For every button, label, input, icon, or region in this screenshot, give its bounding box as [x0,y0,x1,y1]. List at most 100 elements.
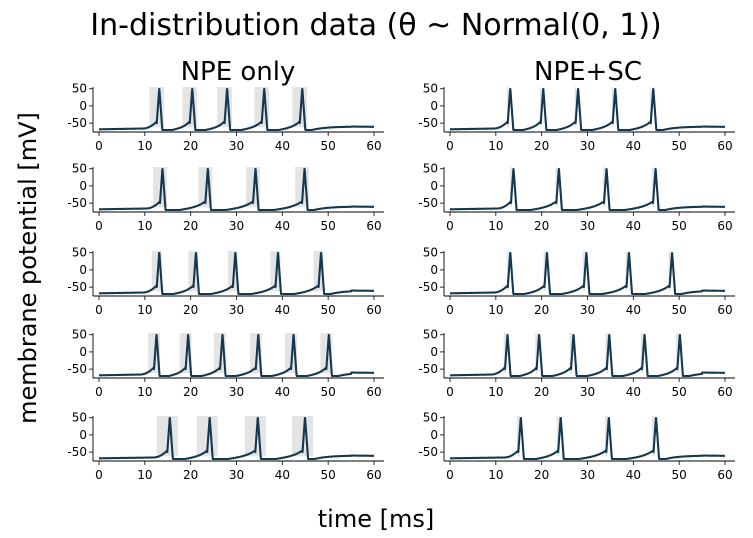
uncertainty-band [652,167,654,208]
uncertainty-band [539,87,542,128]
x-tick-label: 30 [580,385,595,399]
subplot: 50 0 -50 0 10 20 30 40 50 60 [67,328,384,399]
membrane-trace [449,334,726,378]
x-tick-label: 20 [183,139,198,153]
y-tick-label: 50 [72,246,87,260]
uncertainty-band [503,333,507,374]
x-tick-label: 30 [580,468,595,482]
uncertainty-band [625,251,628,292]
x-tick-label: 50 [321,219,336,233]
y-axis-label: membrane potential [mV] [14,112,42,424]
x-tick-label: 50 [672,303,687,317]
y-tick-label: 50 [72,328,87,342]
membrane-trace [449,252,726,296]
uncertainty-band [249,333,262,374]
x-tick-label: 30 [580,139,595,153]
y-tick-label: -50 [67,196,87,210]
y-tick-label: -50 [418,445,438,459]
uncertainty-band [569,333,573,374]
column-title-npe-sc: NPE+SC [534,57,642,87]
membrane-trace [449,88,726,132]
y-tick-label: 0 [430,345,438,359]
uncertainty-band [611,87,614,128]
uncertainty-band [649,87,652,128]
x-tick-label: 0 [95,385,103,399]
x-tick-label: 50 [321,139,336,153]
x-tick-label: 40 [626,468,641,482]
x-tick-label: 50 [672,385,687,399]
x-tick-label: 60 [366,468,381,482]
x-tick-label: 30 [229,303,244,317]
x-tick-label: 30 [580,303,595,317]
x-tick-label: 0 [446,139,454,153]
figure-title: In-distribution data (θ ~ Normal(0, 1)) [90,8,661,43]
uncertainty-band [179,333,192,374]
uncertainty-band [574,87,577,128]
x-tick-label: 40 [275,219,290,233]
x-tick-label: 60 [717,385,732,399]
x-tick-label: 60 [366,385,381,399]
x-tick-label: 40 [275,303,290,317]
x-tick-label: 50 [672,468,687,482]
x-tick-label: 40 [626,303,641,317]
subplot: 50 0 -50 0 10 20 30 40 50 60 [67,246,384,317]
uncertainty-band [603,167,605,208]
uncertainty-band [556,416,560,457]
subplot: 50 0 -50 0 10 20 30 40 50 60 [67,82,384,153]
x-tick-label: 0 [446,468,454,482]
uncertainty-band [320,333,333,374]
membrane-trace [98,168,375,212]
uncertainty-band [270,251,281,292]
x-tick-label: 60 [717,303,732,317]
y-tick-label: 50 [423,328,438,342]
x-tick-label: 50 [672,139,687,153]
x-tick-label: 20 [534,468,549,482]
x-tick-label: 40 [275,468,290,482]
subplot: 50 0 -50 0 10 20 30 40 50 60 [418,328,735,399]
y-tick-label: 50 [423,162,438,176]
uncertainty-band [543,251,546,292]
x-tick-label: 20 [534,139,549,153]
y-tick-label: 0 [430,99,438,113]
y-tick-label: -50 [418,196,438,210]
membrane-trace [98,334,375,378]
membrane-trace [98,417,375,461]
uncertainty-band [148,333,160,374]
x-tick-label: 10 [488,468,503,482]
y-tick-label: 50 [72,411,87,425]
x-tick-label: 50 [672,219,687,233]
y-tick-label: -50 [67,362,87,376]
x-tick-label: 20 [534,303,549,317]
y-tick-label: -50 [67,116,87,130]
x-tick-label: 10 [488,219,503,233]
uncertainty-band [582,251,585,292]
panel-grid: 50 0 -50 0 10 20 30 40 50 60 50 0 -50 0 10 20 30 40 50 60 50… [67,82,735,482]
y-tick-label: -50 [67,280,87,294]
x-tick-label: 0 [95,139,103,153]
x-tick-label: 40 [275,385,290,399]
y-tick-label: -50 [418,362,438,376]
membrane-trace [449,417,726,461]
y-tick-label: -50 [67,445,87,459]
y-tick-label: 50 [423,246,438,260]
y-tick-label: 0 [79,263,87,277]
x-tick-label: 10 [488,303,503,317]
x-tick-label: 40 [626,385,641,399]
x-tick-label: 0 [446,303,454,317]
membrane-trace [98,88,375,132]
subplot: 50 0 -50 0 10 20 30 40 50 60 [67,411,384,482]
x-tick-label: 60 [366,219,381,233]
x-tick-label: 30 [229,139,244,153]
x-tick-label: 60 [717,468,732,482]
y-tick-label: 0 [79,179,87,193]
subplot: 50 0 -50 0 10 20 30 40 50 60 [67,162,384,233]
uncertainty-band [668,251,671,292]
y-tick-label: 0 [430,263,438,277]
x-tick-label: 30 [229,219,244,233]
x-tick-label: 60 [717,219,732,233]
y-tick-label: 0 [430,179,438,193]
uncertainty-band [652,416,655,457]
uncertainty-band [555,167,558,208]
x-tick-label: 50 [321,303,336,317]
uncertainty-band [675,333,679,374]
